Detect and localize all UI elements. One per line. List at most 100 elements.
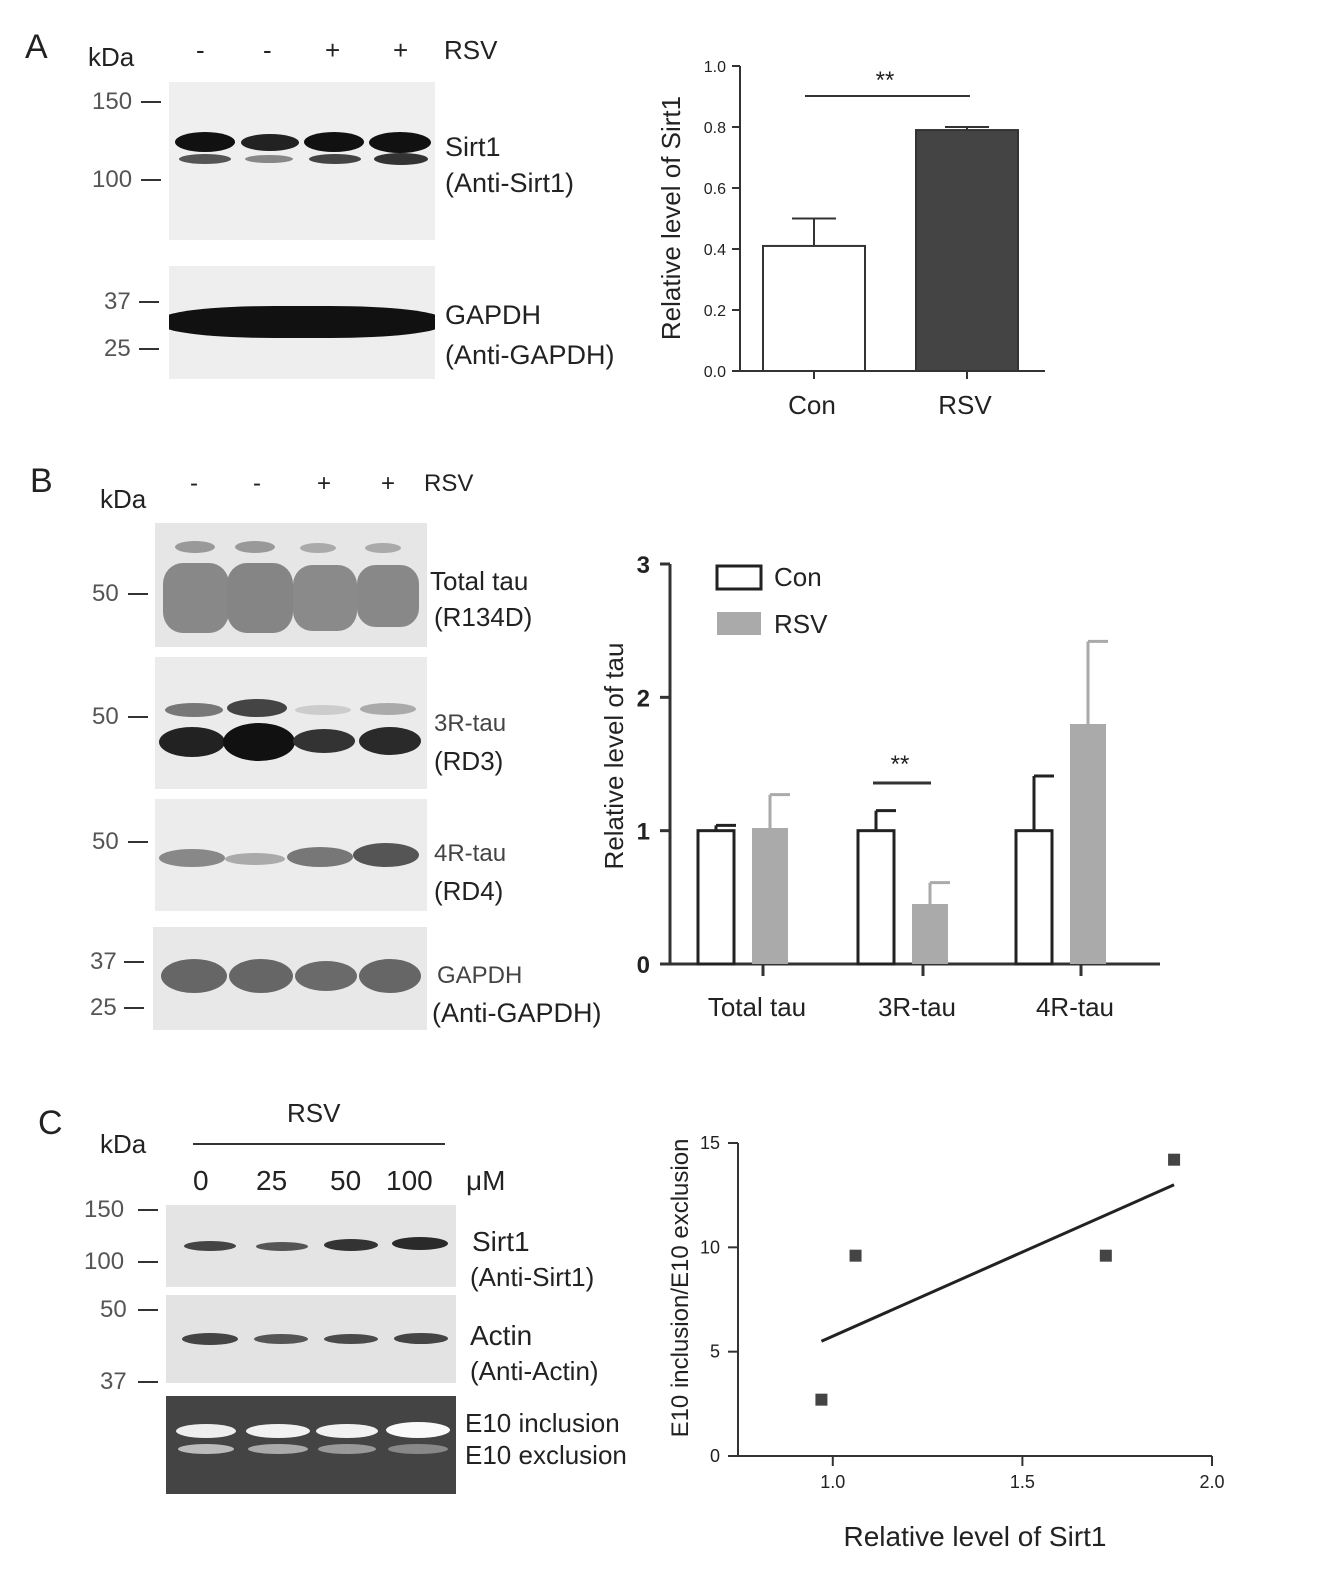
band: [293, 565, 357, 631]
band: [295, 705, 351, 715]
marker-25-b: 25: [90, 994, 117, 1021]
lane-3-b: +: [317, 470, 332, 497]
y-tick-label: 1: [637, 819, 650, 846]
band: [225, 853, 285, 865]
4r-tau-blot: [155, 799, 427, 911]
sirt1-blot-a: [169, 82, 435, 240]
sirt1-label-c: Sirt1: [472, 1226, 530, 1257]
band: [169, 306, 435, 338]
marker-tick: [141, 101, 161, 103]
chart-a: 0.0 0.2 0.4 0.6 0.8 1.0 Con RSV ** Relative level…: [656, 59, 1045, 420]
marker-tick: [139, 348, 159, 350]
panel-letter-b: B: [30, 462, 53, 500]
band: [175, 541, 215, 553]
fit-line: [820, 1183, 1175, 1343]
marker-37-a: 37: [104, 288, 131, 315]
gapdh-antibody-b: (Anti-GAPDH): [432, 998, 602, 1028]
y-tick-label: 0.2: [704, 303, 726, 320]
scatter-point: [849, 1249, 862, 1262]
band: [248, 1444, 308, 1454]
marker-50-3r: 50: [92, 703, 119, 730]
band: [293, 729, 355, 753]
marker-tick: [128, 841, 148, 843]
band: [324, 1239, 378, 1251]
y-tick-label: 5: [710, 1342, 720, 1362]
lane-1-a: -: [196, 35, 205, 65]
4r-tau-label: 4R-tau: [434, 840, 507, 867]
sirt1-blot-c: [166, 1205, 456, 1287]
band: [360, 703, 416, 715]
y-tick-label: 0.0: [704, 364, 726, 381]
3r-tau-blot: [155, 657, 427, 789]
y-tick-label: 2: [637, 685, 650, 712]
y-tick-label: 0: [637, 952, 650, 979]
treatment-label-c: RSV: [287, 1098, 341, 1128]
scatter-point: [1168, 1153, 1181, 1166]
marker-tick: [128, 716, 148, 718]
marker-150-a: 150: [92, 88, 133, 115]
3r-tau-label: 3R-tau: [434, 710, 507, 737]
marker-tick: [138, 1309, 158, 1311]
band: [246, 1424, 310, 1438]
band: [176, 1424, 236, 1438]
band: [227, 699, 287, 717]
band: [287, 847, 353, 867]
band: [359, 959, 421, 993]
marker-50-total: 50: [92, 580, 119, 607]
treatment-line: [193, 1143, 445, 1145]
panel-letter-a: A: [25, 28, 48, 66]
panel-letter-c: C: [38, 1104, 63, 1142]
x-tick-label: Con: [788, 390, 836, 420]
x-tick-label: Total tau: [708, 992, 806, 1022]
band: [295, 961, 357, 991]
rt-pcr-gel-c: [166, 1396, 456, 1494]
band: [223, 723, 295, 761]
band: [229, 959, 293, 993]
y-tick-label: 15: [700, 1133, 720, 1153]
band: [300, 543, 336, 553]
marker-tick: [139, 301, 159, 303]
x-tick-label: 4R-tau: [1036, 992, 1114, 1022]
x-axis-label: Relative level of Sirt1: [843, 1521, 1106, 1552]
band: [304, 132, 364, 152]
lane-1-b: -: [190, 470, 198, 497]
marker-tick: [138, 1209, 158, 1211]
band: [318, 1444, 376, 1454]
band: [309, 154, 361, 164]
legend-swatch-con: [715, 564, 763, 591]
treatment-label-a: RSV: [444, 35, 498, 65]
marker-37-b: 37: [90, 948, 117, 975]
marker-50-c: 50: [100, 1296, 127, 1323]
total-tau-label: Total tau: [430, 566, 529, 596]
y-tick-label: 0: [710, 1446, 720, 1466]
4r-tau-antibody: (RD4): [434, 876, 504, 906]
sirt1-antibody-a: (Anti-Sirt1): [445, 168, 575, 198]
actin-label-c: Actin: [470, 1320, 533, 1351]
lane-4-b: +: [381, 470, 396, 497]
lane-4-a: +: [393, 35, 409, 65]
marker-tick: [138, 1261, 158, 1263]
band: [388, 1444, 448, 1454]
actin-antibody-c: (Anti-Actin): [470, 1356, 599, 1386]
band: [175, 132, 235, 152]
marker-100-a: 100: [92, 166, 133, 193]
band: [254, 1334, 308, 1344]
band: [235, 541, 275, 553]
band: [369, 132, 431, 153]
scatter-point: [1099, 1249, 1112, 1262]
marker-tick: [141, 179, 161, 181]
band: [394, 1333, 448, 1344]
y-axis-label: E10 inclusion/E10 exclusion: [667, 1139, 694, 1438]
y-tick-label: 0.6: [704, 181, 726, 198]
legend-label-con: Con: [774, 562, 822, 592]
bar-con: [856, 829, 896, 966]
legend-swatch-rsv: [717, 612, 761, 635]
gapdh-label-b: GAPDH: [437, 962, 523, 989]
y-tick-label: 10: [700, 1237, 720, 1257]
bar-rsv: [912, 904, 948, 964]
x-tick-label: 1.0: [820, 1472, 845, 1492]
e10-exclusion-label: E10 exclusion: [465, 1440, 627, 1470]
sirt1-antibody-c: (Anti-Sirt1): [470, 1262, 595, 1292]
x-tick-label: 2.0: [1199, 1472, 1224, 1492]
marker-tick: [128, 593, 148, 595]
